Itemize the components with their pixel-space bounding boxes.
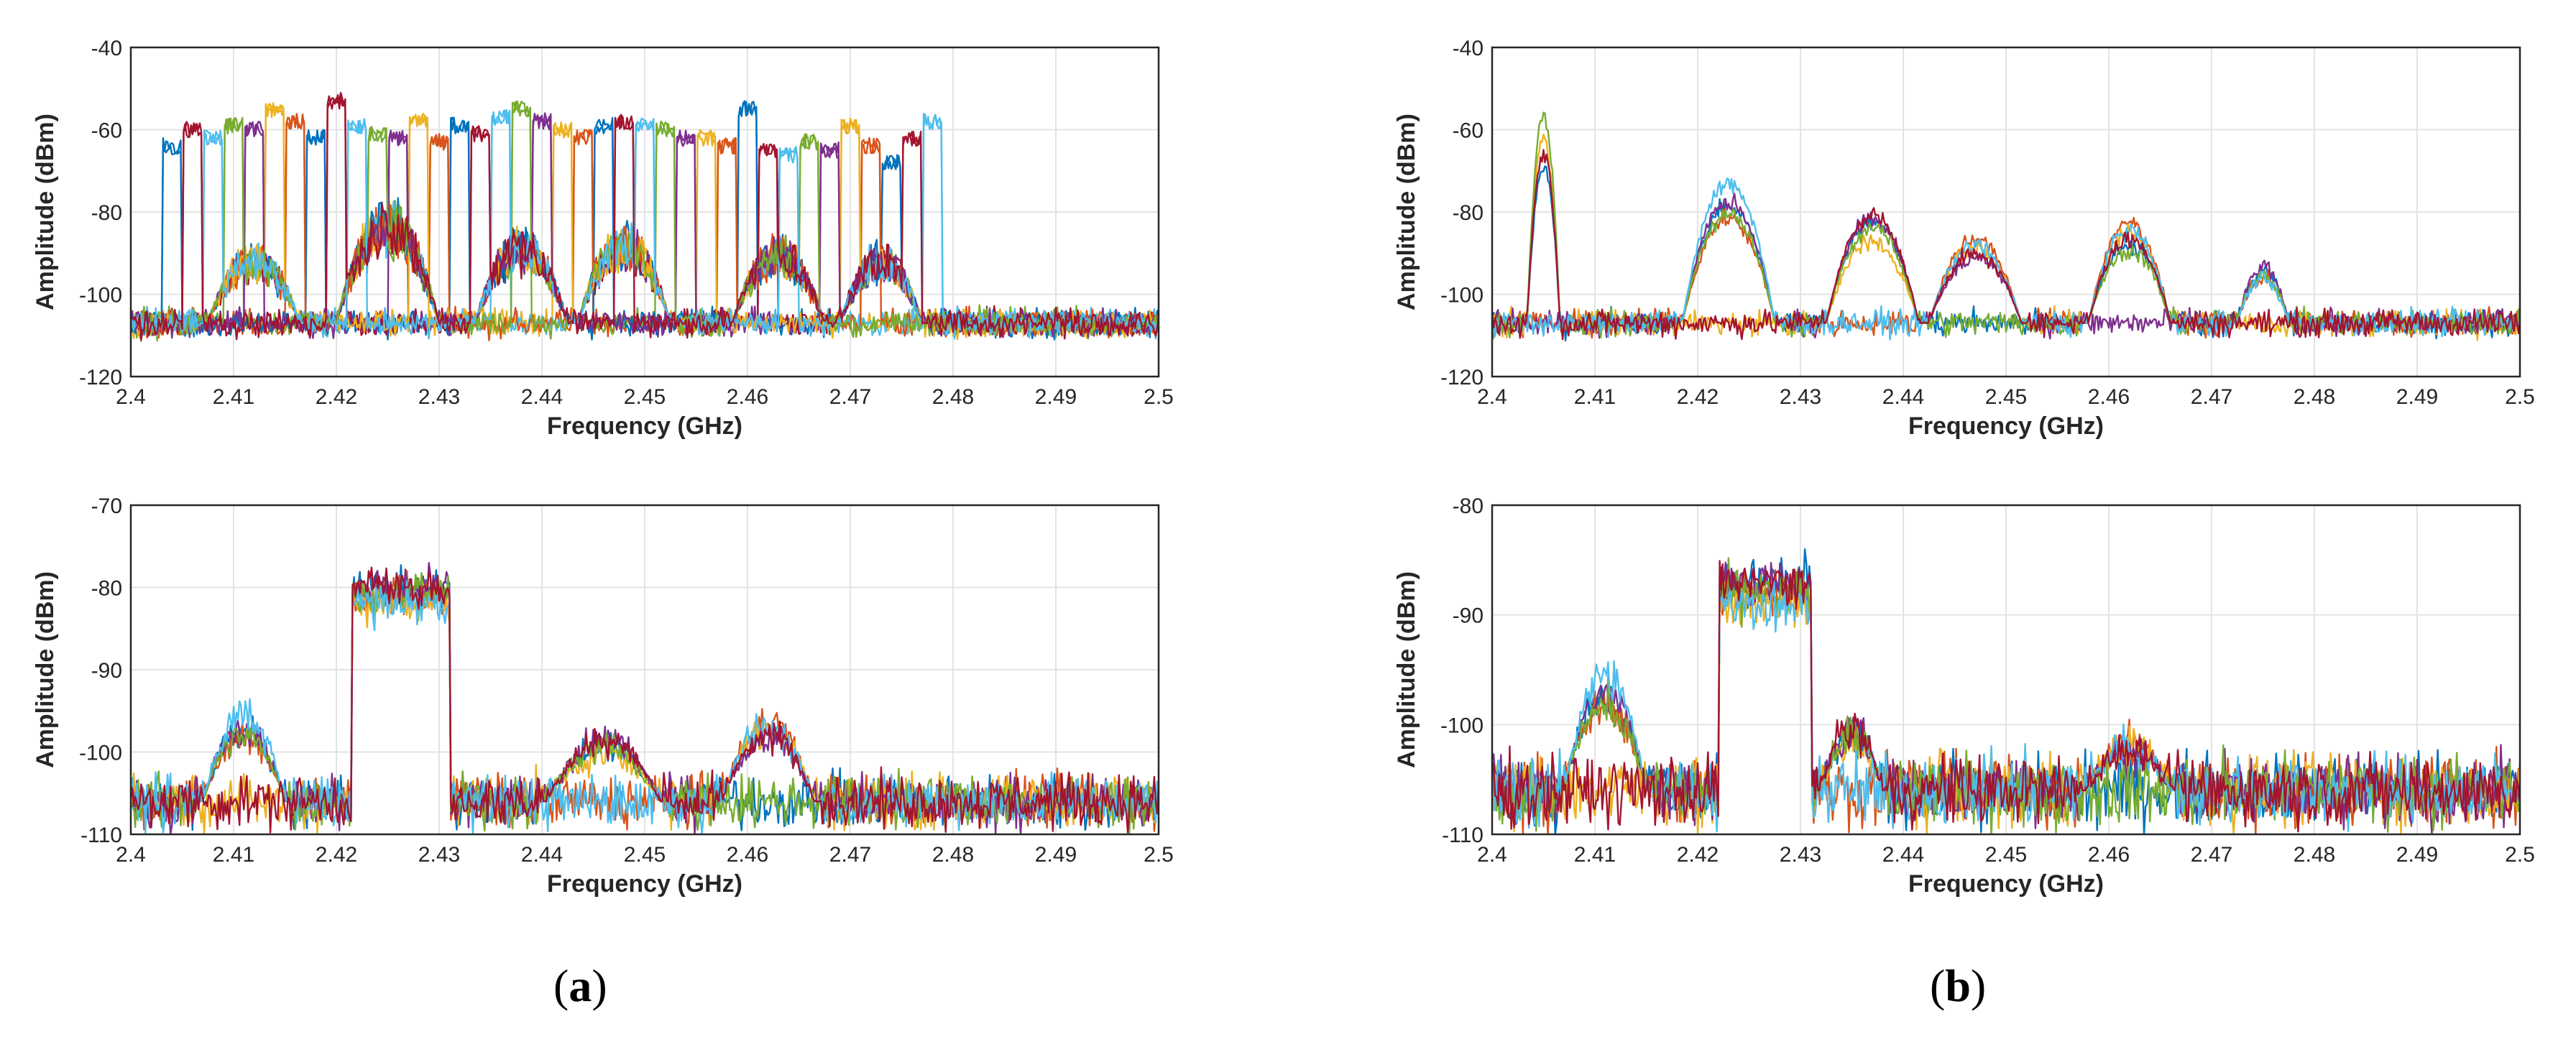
x-tick-label: 2.41 (213, 843, 254, 867)
x-tick-label: 2.42 (316, 385, 357, 409)
x-tick-label: 2.42 (1677, 843, 1719, 867)
x-tick-label: 2.43 (1780, 843, 1821, 867)
chart-b-bottom: 2.4 2.41 2.42 2.43 2.44 2.45 2.46 2.47 2.48 2.49 2… (1393, 494, 2535, 898)
axes-frame (1491, 46, 2521, 378)
x-tick-label: 2.4 (1477, 385, 1507, 409)
y-tick-label: -80 (1453, 201, 1484, 225)
y-tick-label: -40 (1453, 37, 1484, 60)
y-tick-label: -100 (1440, 284, 1484, 308)
x-tick-label: 2.47 (2191, 843, 2232, 867)
series-line-6 (1492, 149, 2520, 341)
x-tick-label: 2.41 (1574, 385, 1616, 409)
x-tick-label: 2.49 (1035, 385, 1077, 409)
x-tick-label: 2.49 (2396, 385, 2438, 409)
x-axis-label: Frequency (GHz) (547, 412, 742, 440)
panel-caption-a: (a) (553, 960, 607, 1011)
panel-caption-b-letter: b (1945, 960, 1971, 1011)
series-line-12 (131, 109, 1159, 340)
x-tick-label: 2.46 (727, 843, 768, 867)
series-line-13 (131, 91, 1159, 341)
x-tick-label: 2.5 (1144, 843, 1174, 867)
x-tick-label: 2.4 (116, 843, 146, 867)
y-tick-label: -100 (1440, 714, 1484, 737)
y-tick-label: -40 (91, 37, 122, 60)
y-tick-label: -100 (79, 742, 122, 765)
x-tick-label: 2.48 (2294, 385, 2335, 409)
series-line-6 (131, 566, 1159, 834)
x-tick-label: 2.45 (1985, 385, 2027, 409)
y-tick-label: -100 (79, 284, 122, 308)
y-tick-label: -120 (79, 366, 122, 389)
x-tick-label: 2.4 (116, 385, 146, 409)
x-tick-label: 2.49 (1035, 843, 1077, 867)
x-tick-label: 2.4 (1477, 843, 1507, 867)
chart-b-top: 2.4 2.41 2.42 2.43 2.44 2.45 2.46 2.47 2.48 2.49 2… (1393, 37, 2535, 440)
x-tick-label: 2.42 (316, 843, 357, 867)
y-axis-label: Amplitude (dBm) (32, 114, 59, 310)
x-tick-label: 2.45 (624, 385, 666, 409)
x-tick-label: 2.47 (829, 843, 871, 867)
x-tick-label: 2.41 (213, 385, 254, 409)
x-tick-label: 2.46 (2088, 843, 2130, 867)
x-tick-label: 2.41 (1574, 843, 1616, 867)
y-axis-label: Amplitude (dBm) (32, 571, 59, 768)
chart-a-bottom: 2.4 2.41 2.42 2.43 2.44 2.45 2.46 2.47 2.48 2.49 2… (32, 494, 1174, 898)
x-tick-label: 2.44 (1882, 385, 1924, 409)
x-tick-label: 2.48 (932, 385, 974, 409)
x-tick-label: 2.5 (2505, 843, 2535, 867)
x-tick-label: 2.47 (2191, 385, 2232, 409)
x-tick-label: 2.46 (727, 385, 768, 409)
traces (131, 562, 1159, 834)
y-tick-label: -90 (91, 659, 122, 683)
axes-frame (1491, 504, 2521, 836)
series-line-6 (1492, 560, 2520, 833)
x-tick-label: 2.45 (1985, 843, 2027, 867)
panel-caption-a-letter: a (569, 960, 592, 1011)
x-tick-label: 2.49 (2396, 843, 2438, 867)
y-tick-label: -80 (1453, 494, 1484, 518)
y-axis-label: Amplitude (dBm) (1393, 114, 1420, 310)
x-tick-label: 2.46 (2088, 385, 2130, 409)
x-tick-label: 2.42 (1677, 385, 1719, 409)
y-tick-label: -60 (91, 119, 122, 143)
x-tick-label: 2.48 (2294, 843, 2335, 867)
y-tick-label: -90 (1453, 604, 1484, 628)
y-axis-label: Amplitude (dBm) (1393, 571, 1420, 768)
x-tick-label: 2.5 (1144, 385, 1174, 409)
x-tick-label: 2.47 (829, 385, 871, 409)
y-tick-label: -70 (91, 494, 122, 518)
x-tick-label: 2.43 (418, 385, 460, 409)
chart-a-top: 2.4 2.41 2.42 2.43 2.44 2.45 2.46 2.47 2.48 2.49 2… (32, 37, 1174, 440)
x-tick-label: 2.43 (418, 843, 460, 867)
x-tick-label: 2.48 (932, 843, 974, 867)
x-tick-label: 2.45 (624, 843, 666, 867)
traces (1492, 548, 2520, 834)
traces (131, 91, 1159, 342)
y-tick-label: -80 (91, 577, 122, 601)
y-tick-label: -80 (91, 201, 122, 225)
y-tick-label: -60 (1453, 119, 1484, 143)
y-tick-label: -110 (1442, 824, 1484, 847)
y-tick-label: -110 (80, 824, 122, 847)
x-axis-label: Frequency (GHz) (547, 870, 742, 898)
x-axis-label: Frequency (GHz) (1908, 870, 2104, 898)
x-tick-label: 2.44 (521, 385, 563, 409)
x-tick-label: 2.43 (1780, 385, 1821, 409)
panel-caption-b: (b) (1930, 960, 1987, 1011)
x-tick-label: 2.5 (2505, 385, 2535, 409)
axes-frame (129, 504, 1160, 836)
traces (1492, 111, 2520, 342)
y-tick-label: -120 (1440, 366, 1484, 389)
x-tick-label: 2.44 (1882, 843, 1924, 867)
x-tick-label: 2.44 (521, 843, 563, 867)
series-line-11 (131, 100, 1159, 340)
axes-frame (129, 46, 1160, 378)
x-axis-label: Frequency (GHz) (1908, 412, 2104, 440)
